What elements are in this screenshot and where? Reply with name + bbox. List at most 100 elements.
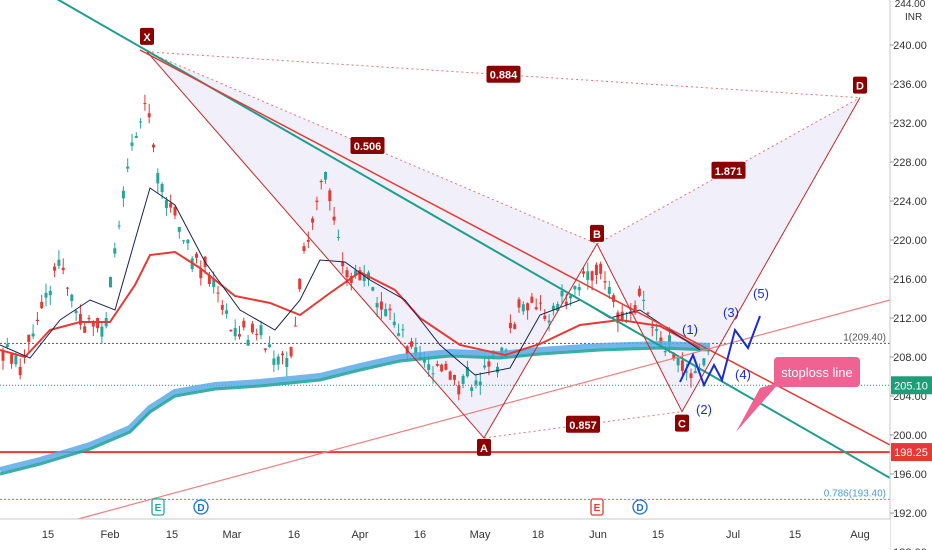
fib-level-0786-label: 0.786(193.40) <box>824 488 886 499</box>
candle-body <box>160 183 164 193</box>
candle-body <box>465 366 469 377</box>
candle-body <box>358 270 362 281</box>
candle-body <box>242 320 246 328</box>
candle-body <box>354 270 358 276</box>
candle-body <box>513 324 517 329</box>
red-trendline[interactable] <box>139 49 891 446</box>
candle-body <box>121 190 125 199</box>
currency-label: INR <box>905 12 922 23</box>
candle-body <box>375 303 379 308</box>
candle-body <box>590 271 594 281</box>
candle-body <box>672 353 676 360</box>
candle-body <box>289 346 293 357</box>
candle-body <box>573 285 577 290</box>
price-axis-top-partial-tick: 244.00 <box>895 0 926 10</box>
stoploss-callout-box <box>774 357 860 387</box>
stoploss-callout-text: stoploss line <box>781 365 853 380</box>
wave-label: (4) <box>735 367 751 382</box>
elliott-wave-projection[interactable] <box>679 315 761 388</box>
candle-body <box>238 334 241 337</box>
candle-body <box>130 142 134 146</box>
candle-body <box>5 344 9 348</box>
candle-body <box>603 281 607 283</box>
time-tick-label: 15 <box>166 529 178 541</box>
candle-body <box>599 263 603 274</box>
price-axis[interactable]: 188.00192.00196.00200.00204.00208.00212.… <box>889 0 932 550</box>
ratio-box <box>486 65 521 83</box>
time-tick-label: Feb <box>101 529 120 541</box>
candle-body <box>31 333 35 337</box>
time-tick-label: Aug <box>850 529 870 541</box>
candle-body <box>655 329 659 331</box>
harmonic-xb-connector <box>146 51 598 245</box>
event-marker-label: D <box>636 503 643 514</box>
time-axis[interactable]: 15 Feb 15 Mar 16 Apr 16 May 18 Jun 15 Jul 15 Aug E D E D <box>0 498 890 550</box>
harmonic-point-x-box <box>140 27 154 45</box>
candle-body <box>392 321 396 326</box>
harmonic-pattern-legs[interactable] <box>146 51 861 439</box>
candle-body <box>27 334 31 342</box>
earnings-marker[interactable] <box>151 498 165 516</box>
candle-body <box>547 320 551 323</box>
candle-body <box>470 387 474 391</box>
candle-body <box>229 329 233 332</box>
candle-body <box>397 333 401 336</box>
wave-label: (5) <box>753 286 769 301</box>
candle-body <box>680 360 684 371</box>
candle-body <box>560 290 564 297</box>
candle-body <box>152 144 155 148</box>
earnings-marker[interactable] <box>590 498 604 516</box>
time-tick-label: 15 <box>789 529 801 541</box>
dividend-marker[interactable] <box>193 499 209 515</box>
candle-body <box>78 314 82 325</box>
stoploss-callout[interactable]: stoploss line <box>736 357 860 432</box>
candle-body <box>285 358 289 367</box>
candle-body <box>14 355 18 365</box>
dividend-marker[interactable] <box>632 499 648 515</box>
candle-body <box>620 311 624 320</box>
candle-body <box>324 171 327 180</box>
candle-body <box>362 274 366 282</box>
candle-body <box>220 305 224 310</box>
price-tick-label: 208.00 <box>893 352 927 364</box>
candle-body <box>70 294 74 301</box>
candle-body <box>177 226 181 232</box>
candle-body <box>637 288 641 296</box>
harmonic-point-a-label: A <box>480 443 488 455</box>
candle-body <box>1 351 5 361</box>
last-price-marker-label: 205.10 <box>894 380 928 392</box>
candle-body <box>263 348 267 350</box>
last-price-marker-box <box>891 376 932 395</box>
candle-body <box>336 236 340 238</box>
candle-body <box>556 303 560 311</box>
candle-body <box>650 326 654 328</box>
price-tick-label: 192.00 <box>893 508 927 520</box>
candle-body <box>689 373 693 379</box>
candle-body <box>543 315 547 319</box>
rising-trendline[interactable] <box>77 299 891 520</box>
candle-body <box>268 344 272 347</box>
harmonic-point-c-label: C <box>678 419 686 431</box>
harmonic-point-c-box <box>675 414 689 432</box>
candle-body <box>349 276 353 284</box>
price-tick-label: 240.00 <box>893 40 927 52</box>
candle-body <box>474 380 478 385</box>
harmonic-point-d-label: D <box>856 81 864 93</box>
candle-body <box>96 318 100 329</box>
candle-body <box>569 295 573 299</box>
candle-body <box>169 203 173 208</box>
candle-body <box>117 225 121 227</box>
price-tick-label: 220.00 <box>893 235 927 247</box>
ratio-box <box>350 136 385 154</box>
candle-body <box>521 304 525 312</box>
candle-body <box>207 274 211 285</box>
support-level-marker-label: 198.25 <box>894 447 928 459</box>
price-tick-label: 236.00 <box>893 79 927 91</box>
event-marker-label: E <box>594 503 601 514</box>
time-axis-ticks: 15 Feb 15 Mar 16 Apr 16 May 18 Jun 15 Jul 15 Aug <box>42 529 870 541</box>
time-tick-label: May <box>470 529 491 541</box>
event-marker-label: E <box>155 503 162 514</box>
candle-body <box>332 216 336 221</box>
